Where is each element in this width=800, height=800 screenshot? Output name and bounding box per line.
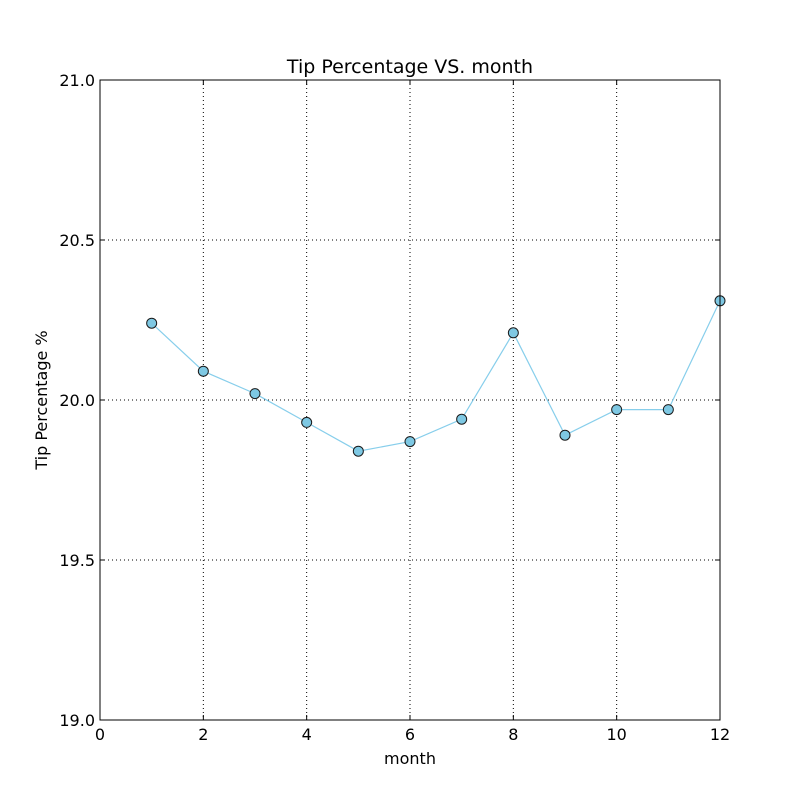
data-point — [456, 413, 468, 425]
x-tick-label: 12 — [710, 725, 730, 744]
x-axis-title: month — [384, 749, 436, 768]
data-point — [249, 388, 261, 400]
x-tick-label: 6 — [405, 725, 415, 744]
y-tick-label: 19.5 — [59, 551, 95, 570]
chart-title: Tip Percentage VS. month — [286, 56, 533, 78]
y-tick-label: 19.0 — [59, 711, 95, 730]
x-tick-label: 4 — [302, 725, 312, 744]
data-point — [507, 327, 519, 339]
x-tick-label: 10 — [606, 725, 626, 744]
data-point — [559, 429, 571, 441]
data-point — [662, 404, 674, 416]
data-point — [301, 416, 313, 428]
series-layer — [146, 295, 726, 457]
y-tick-label: 21.0 — [59, 71, 95, 90]
x-tick-label: 2 — [198, 725, 208, 744]
x-tick-label: 0 — [95, 725, 105, 744]
grid-layer — [100, 80, 720, 720]
data-point — [352, 445, 364, 457]
series-line — [151, 300, 721, 452]
y-tick-label: 20.5 — [59, 231, 95, 250]
data-point — [146, 317, 158, 329]
tick-layer: 0 2 4 6 8 10 12 19.0 19.5 20.0 20.5 21.0 — [59, 71, 730, 744]
y-axis-title: Tip Percentage % — [32, 330, 51, 470]
y-tick-label: 20.0 — [59, 391, 95, 410]
data-point — [611, 404, 623, 416]
data-point — [197, 365, 209, 377]
x-tick-label: 8 — [508, 725, 518, 744]
data-point — [404, 436, 416, 448]
